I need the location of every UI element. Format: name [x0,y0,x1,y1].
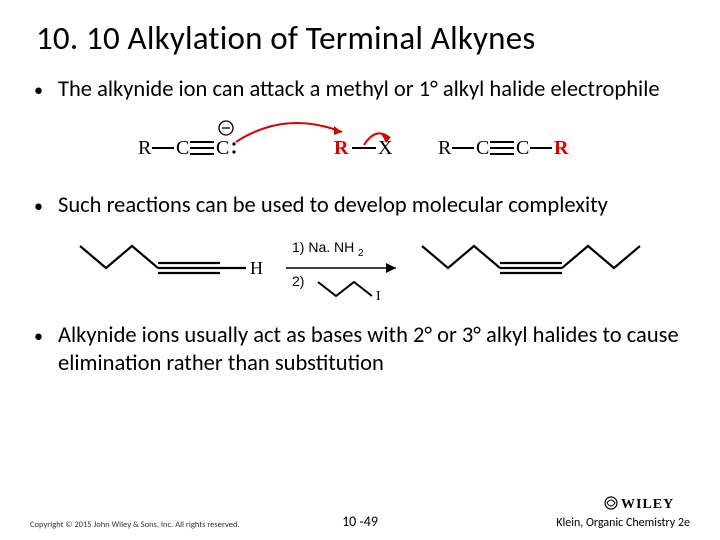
bullet-2-text: Such reactions can be used to develop mo… [58,192,690,220]
slide-footer: Copyright © 2015 John Wiley & Sons, Inc.… [30,516,690,530]
svg-text:R: R [334,137,349,159]
svg-text:1) Na. NH: 1) Na. NH [292,239,354,255]
bullet-dot-icon: • [30,322,58,350]
svg-text:R: R [554,137,569,159]
book-reference: Klein, Organic Chemistry 2e [556,516,690,530]
svg-text:R: R [138,137,152,159]
bullet-3-text: Alkynide ions usually act as bases with … [58,322,690,378]
svg-text:2): 2) [292,273,304,289]
svg-text:C: C [516,137,529,159]
svg-text:WILEY: WILEY [621,497,674,512]
svg-text:2: 2 [358,248,364,259]
svg-text:C: C [476,137,489,159]
page-number: 10 -49 [342,513,378,530]
bullet-2: • Such reactions can be used to develop … [30,192,690,220]
reaction-diagram-1: R C C R X [30,112,690,174]
bullet-3: • Alkynide ions usually act as bases wit… [30,322,690,378]
wiley-logo: WILEY [604,494,690,512]
svg-text:C: C [176,137,189,159]
svg-text:I: I [376,289,381,304]
svg-text:C: C [216,137,229,159]
bullet-dot-icon: • [30,192,58,220]
bullet-1: • The alkynide ion can attack a methyl o… [30,76,690,104]
copyright-text: Copyright © 2015 John Wiley & Sons, Inc.… [30,520,240,530]
bullet-dot-icon: • [30,76,58,104]
slide-title: 10. 10 Alkylation of Terminal Alkynes [36,18,690,58]
reaction-diagram-2: H 1) Na. NH 2 2) I [30,228,690,304]
svg-text:H: H [250,258,263,278]
bullet-1-text: The alkynide ion can attack a methyl or … [58,76,690,104]
svg-text:R: R [438,137,452,159]
